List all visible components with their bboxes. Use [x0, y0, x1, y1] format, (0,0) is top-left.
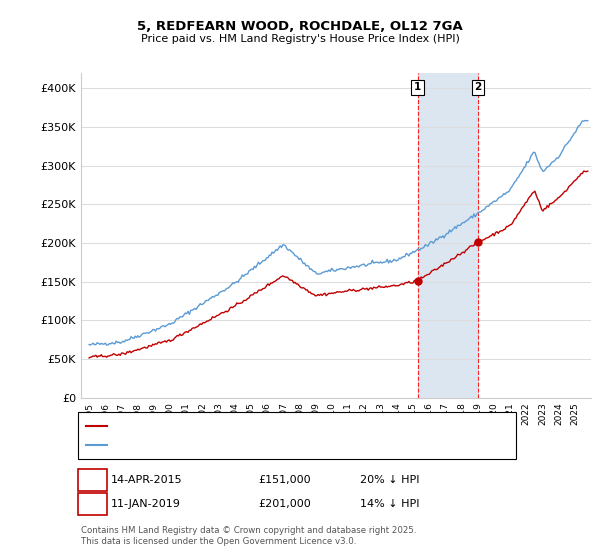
Text: 20% ↓ HPI: 20% ↓ HPI: [360, 475, 419, 485]
Text: HPI: Average price, detached house, Rochdale: HPI: Average price, detached house, Roch…: [112, 440, 352, 450]
Text: Price paid vs. HM Land Registry's House Price Index (HPI): Price paid vs. HM Land Registry's House …: [140, 34, 460, 44]
Text: 1: 1: [414, 82, 421, 92]
Text: £201,000: £201,000: [258, 499, 311, 509]
Text: 14-APR-2015: 14-APR-2015: [111, 475, 182, 485]
Text: 5, REDFEARN WOOD, ROCHDALE, OL12 7GA: 5, REDFEARN WOOD, ROCHDALE, OL12 7GA: [137, 20, 463, 32]
Text: £151,000: £151,000: [258, 475, 311, 485]
Bar: [418, 73, 478, 398]
Text: 2: 2: [89, 499, 96, 509]
Text: 14% ↓ HPI: 14% ↓ HPI: [360, 499, 419, 509]
Text: 1: 1: [89, 475, 96, 485]
Text: 2: 2: [475, 82, 482, 92]
Text: 11-JAN-2019: 11-JAN-2019: [111, 499, 181, 509]
Text: Contains HM Land Registry data © Crown copyright and database right 2025.
This d: Contains HM Land Registry data © Crown c…: [81, 526, 416, 546]
Text: 5, REDFEARN WOOD, ROCHDALE, OL12 7GA (detached house): 5, REDFEARN WOOD, ROCHDALE, OL12 7GA (de…: [112, 421, 437, 431]
